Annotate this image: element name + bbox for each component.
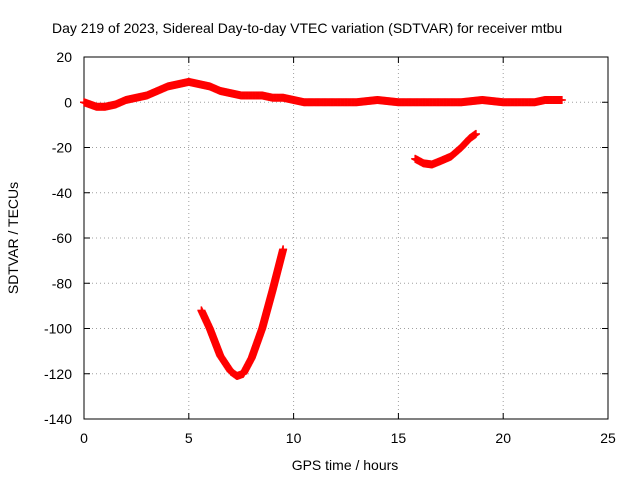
x-tick-label: 25 [600,430,616,446]
x-tick-label: 10 [286,430,302,446]
y-tick-label: 0 [64,94,72,110]
x-tick-label: 15 [391,430,407,446]
y-tick-label: -20 [52,140,72,156]
series-arc-2 [411,129,480,169]
y-axis-label: SDTVAR / TECUs [5,182,21,294]
x-axis-label: GPS time / hours [292,457,399,473]
data-series [80,77,566,381]
y-tick-label: -140 [44,411,72,427]
y-tick-label: -100 [44,321,72,337]
y-tick-label: 20 [56,49,72,65]
x-tick-label: 20 [495,430,511,446]
chart-title: Day 219 of 2023, Sidereal Day-to-day VTE… [52,20,562,36]
plot-frame [83,56,609,420]
y-tick-label: -80 [52,275,72,291]
grid-lines [84,57,608,419]
y-tick-label: -120 [44,366,72,382]
series-main [80,77,566,111]
x-tick-label: 0 [80,430,88,446]
y-tick-label: -60 [52,230,72,246]
x-tick-label: 5 [185,430,193,446]
axis-ticks: 0 5 10 15 20 25 -140 -120 -100 -80 -60 -40 -20 0 20 [44,49,616,446]
y-tick-label: -40 [52,185,72,201]
series-arc-1 [197,245,288,381]
